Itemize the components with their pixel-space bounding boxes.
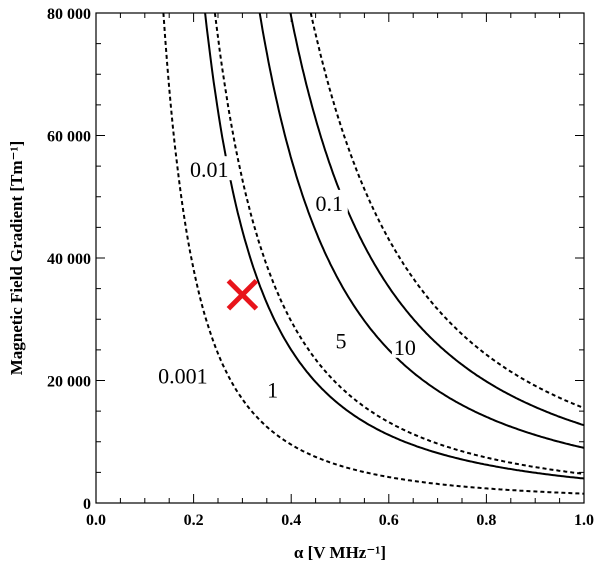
x-tick-label-0-6: 0.6 [379, 512, 399, 529]
curve-0-001 [162, 12, 585, 495]
curve-5 [258, 12, 585, 449]
x-tick-label-1-0: 1.0 [574, 512, 594, 529]
y-tick-label-40-000: 40 000 [47, 251, 91, 268]
x-tick-label-0-2: 0.2 [184, 512, 204, 529]
curve-label-bg-0-1 [310, 189, 348, 214]
x-tick-label-0-8: 0.8 [476, 512, 496, 529]
curve-label-bg-0-01 [185, 156, 234, 181]
curve-label-bg-1 [265, 376, 281, 401]
curve-label-0-1: 0.1 [316, 191, 344, 216]
curve-label-group: 0.001 1 0.01 5 10 0.1 [153, 156, 418, 403]
y-tick-label-80-000: 80 000 [47, 6, 91, 23]
curve-label-bg-10 [391, 333, 418, 358]
y-tick-label-20-000: 20 000 [47, 374, 91, 391]
curve-label-bg-5 [333, 327, 349, 352]
cross-marker-group [226, 278, 259, 311]
curve-0-01 [213, 12, 585, 475]
y-tick-label-60-000: 60 000 [47, 129, 91, 146]
curve-label-10: 10 [394, 335, 416, 360]
curve-1 [204, 12, 585, 480]
y-axis-label: Magnetic Field Gradient [Tm⁻¹] [7, 141, 26, 376]
curve-group [162, 12, 585, 495]
curve-label-0-01: 0.01 [190, 157, 229, 182]
curve-10 [289, 12, 585, 427]
x-tick-label-0-4: 0.4 [281, 512, 301, 529]
curve-label-1: 1 [267, 378, 278, 403]
tick-label-group: 0.0 0.2 0.4 0.6 0.8 1.0 0 20 000 40 000 60 000 80 … [47, 6, 594, 529]
curve-label-bg-0-001 [153, 362, 213, 387]
curve-label-0-001: 0.001 [158, 364, 208, 389]
curve-label-5: 5 [335, 329, 346, 354]
cross-marker-stroke-b [226, 278, 259, 311]
x-axis-label: α [V MHz⁻¹] [294, 543, 386, 562]
plot-frame [95, 12, 585, 504]
curve-0-1 [309, 12, 585, 410]
x-tick-label-0-0: 0.0 [86, 512, 106, 529]
y-tick-label-0: 0 [83, 496, 91, 513]
